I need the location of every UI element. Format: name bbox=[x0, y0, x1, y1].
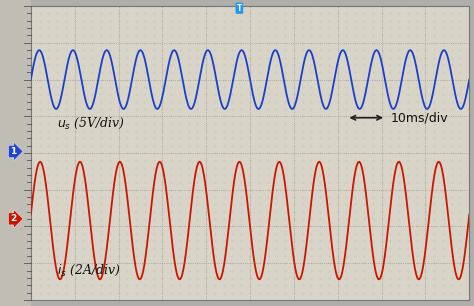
Text: 10ms/div: 10ms/div bbox=[390, 111, 448, 124]
Text: T: T bbox=[237, 4, 242, 13]
Text: 1: 1 bbox=[10, 147, 17, 156]
Text: $i_s$ (2A/div): $i_s$ (2A/div) bbox=[57, 262, 121, 278]
Text: 2: 2 bbox=[10, 214, 17, 223]
Text: $u_s$ (5V/div): $u_s$ (5V/div) bbox=[57, 115, 125, 131]
